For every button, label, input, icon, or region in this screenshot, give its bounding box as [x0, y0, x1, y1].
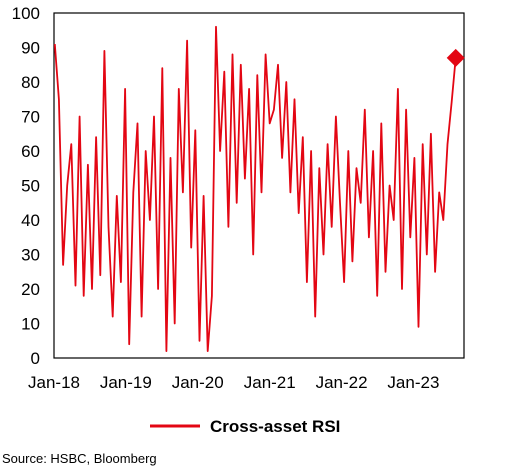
x-tick-label: Jan-21	[244, 373, 296, 392]
legend-label: Cross-asset RSI	[210, 417, 340, 436]
y-tick-label: 60	[21, 142, 40, 161]
y-tick-label: 70	[21, 108, 40, 127]
legend: Cross-asset RSI	[150, 417, 340, 436]
plot-frame	[53, 12, 465, 359]
x-tick-label: Jan-19	[100, 373, 152, 392]
y-tick-label: 10	[21, 315, 40, 334]
y-tick-label: 0	[31, 349, 40, 368]
x-axis-ticks: Jan-18 Jan-19 Jan-20 Jan-21 Jan-22 Jan-23	[28, 373, 439, 392]
latest-value-diamond-marker	[446, 48, 465, 67]
y-tick-label: 30	[21, 246, 40, 265]
y-tick-label: 100	[12, 4, 40, 23]
x-tick-label: Jan-18	[28, 373, 80, 392]
x-tick-label: Jan-22	[316, 373, 368, 392]
y-tick-label: 20	[21, 280, 40, 299]
series-line-cross-asset-rsi	[53, 25, 457, 352]
x-tick-label: Jan-23	[387, 373, 439, 392]
source-note: Source: HSBC, Bloomberg	[2, 451, 157, 466]
y-tick-label: 40	[21, 211, 40, 230]
y-axis-ticks: 0 10 20 30 40 50 60 70 80 90 100	[12, 4, 40, 368]
y-tick-label: 80	[21, 73, 40, 92]
y-tick-label: 90	[21, 39, 40, 58]
x-tick-label: Jan-20	[172, 373, 224, 392]
y-tick-label: 50	[21, 177, 40, 196]
